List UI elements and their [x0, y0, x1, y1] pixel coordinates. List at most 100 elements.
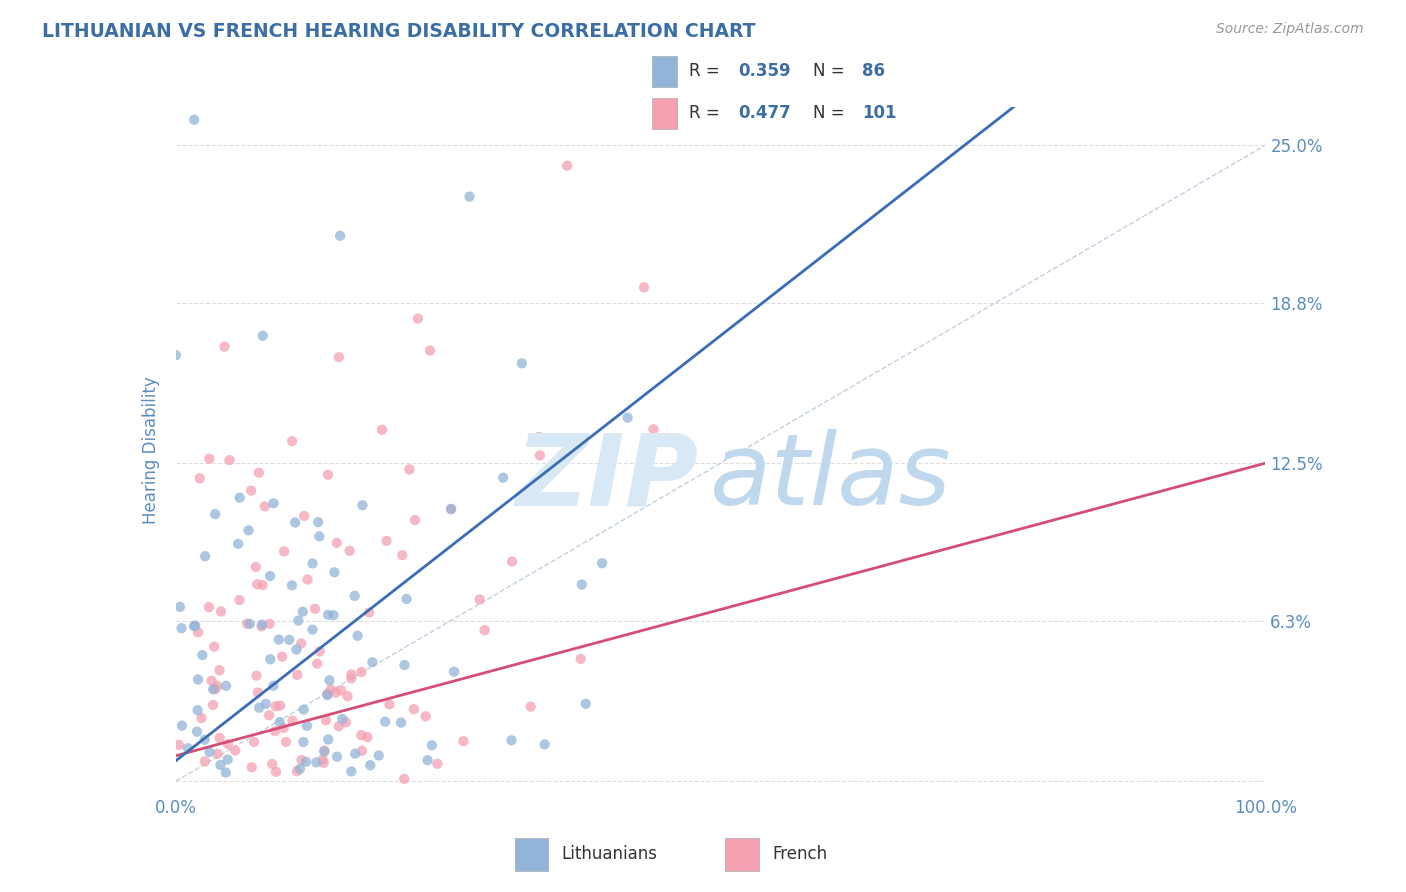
Point [170, 621, 193, 635]
Point [281, 714, 304, 728]
Point [297, 573, 319, 587]
Point [340, 764, 363, 779]
Text: 0.359: 0.359 [738, 62, 792, 80]
Point [269, 714, 291, 729]
Text: 0.477: 0.477 [738, 104, 792, 122]
FancyBboxPatch shape [652, 56, 676, 87]
FancyBboxPatch shape [515, 838, 548, 871]
Point [247, 466, 270, 480]
Point [240, 483, 263, 498]
Point [328, 719, 350, 733]
Point [226, 537, 249, 551]
Point [339, 544, 361, 558]
Point [207, 747, 229, 761]
Point [404, 513, 426, 527]
Point [250, 617, 273, 632]
Point [575, 697, 598, 711]
Point [453, 734, 475, 748]
Point [217, 752, 239, 766]
Point [188, 471, 211, 485]
Point [402, 702, 425, 716]
Point [285, 764, 308, 779]
Point [322, 608, 344, 623]
Point [361, 655, 384, 669]
Point [569, 652, 592, 666]
Point [218, 453, 240, 467]
Point [312, 753, 335, 767]
Point [204, 681, 226, 696]
Point [215, 679, 238, 693]
Point [183, 112, 205, 127]
Point [533, 737, 555, 751]
Point [238, 524, 260, 538]
Point [314, 745, 336, 759]
Point [308, 529, 330, 543]
Point [374, 714, 396, 729]
Point [316, 607, 339, 622]
Point [350, 665, 373, 679]
Point [257, 708, 280, 723]
Point [406, 311, 429, 326]
Point [643, 422, 665, 436]
Point [292, 702, 315, 716]
Point [177, 741, 200, 756]
Point [246, 685, 269, 699]
Point [273, 721, 295, 735]
Point [187, 703, 209, 717]
Point [326, 536, 349, 550]
Point [253, 500, 276, 514]
Text: 86: 86 [862, 62, 886, 80]
Point [367, 748, 389, 763]
Point [264, 724, 287, 739]
Point [214, 340, 236, 354]
Point [301, 623, 323, 637]
Point [318, 673, 340, 688]
Point [443, 665, 465, 679]
Point [307, 657, 329, 671]
Text: atlas: atlas [710, 429, 952, 526]
Point [194, 549, 217, 564]
Point [252, 328, 274, 343]
Point [202, 698, 225, 712]
Point [262, 756, 284, 771]
Point [329, 228, 352, 243]
Point [307, 515, 329, 529]
Point [394, 658, 416, 673]
Point [314, 743, 336, 757]
Point [316, 688, 339, 702]
Point [315, 714, 337, 728]
FancyBboxPatch shape [652, 98, 676, 129]
Point [335, 715, 357, 730]
Text: Lithuanians: Lithuanians [561, 845, 657, 863]
Text: LITHUANIAN VS FRENCH HEARING DISABILITY CORRELATION CHART: LITHUANIAN VS FRENCH HEARING DISABILITY … [42, 22, 755, 41]
Point [252, 578, 274, 592]
Point [269, 698, 291, 713]
Point [292, 735, 315, 749]
Y-axis label: Hearing Disability: Hearing Disability [142, 376, 160, 524]
Point [440, 502, 463, 516]
Point [616, 410, 638, 425]
Point [254, 697, 277, 711]
Point [209, 605, 232, 619]
Point [392, 772, 415, 786]
Point [183, 619, 205, 633]
Point [165, 348, 187, 362]
Point [288, 762, 311, 776]
Point [510, 356, 533, 370]
Text: N =: N = [813, 104, 849, 122]
Point [419, 343, 441, 358]
Point [215, 765, 238, 780]
Point [207, 679, 229, 693]
Point [198, 451, 221, 466]
Point [187, 673, 209, 687]
Point [326, 749, 349, 764]
Point [169, 599, 191, 614]
Point [236, 616, 259, 631]
Point [325, 685, 347, 699]
Point [264, 699, 287, 714]
Point [301, 557, 323, 571]
Point [591, 556, 613, 570]
Point [228, 491, 250, 505]
Text: Source: ZipAtlas.com: Source: ZipAtlas.com [1216, 22, 1364, 37]
Point [375, 533, 398, 548]
